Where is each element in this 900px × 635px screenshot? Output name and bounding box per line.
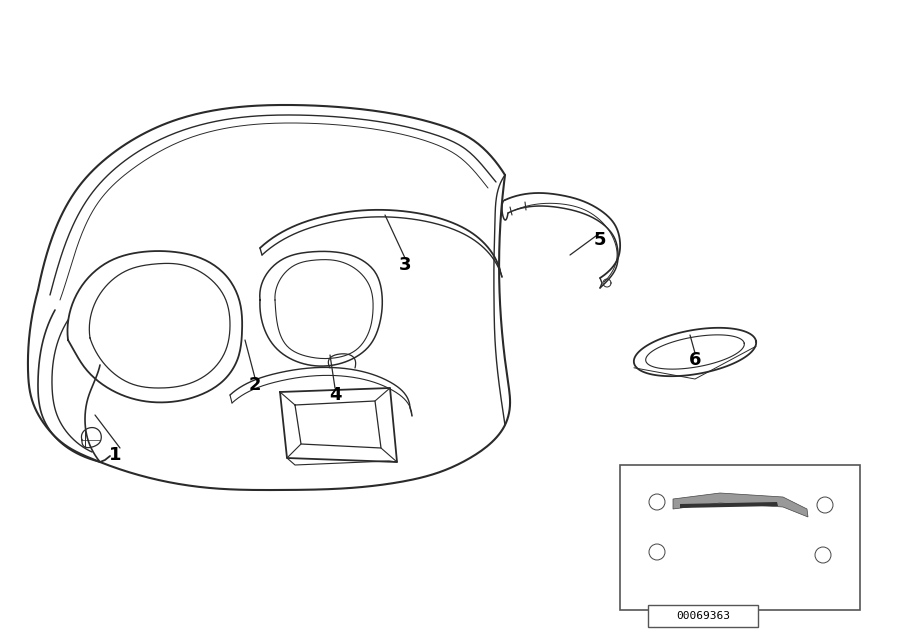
Text: 6: 6 xyxy=(688,351,701,369)
Bar xyxy=(620,465,860,610)
Text: 3: 3 xyxy=(399,256,411,274)
Text: 2: 2 xyxy=(248,376,261,394)
Text: 4: 4 xyxy=(328,386,341,404)
Text: 5: 5 xyxy=(594,231,607,249)
Polygon shape xyxy=(680,502,778,508)
Polygon shape xyxy=(673,493,808,517)
Text: 1: 1 xyxy=(109,446,122,464)
Bar xyxy=(648,605,758,627)
Text: 00069363: 00069363 xyxy=(676,611,730,621)
